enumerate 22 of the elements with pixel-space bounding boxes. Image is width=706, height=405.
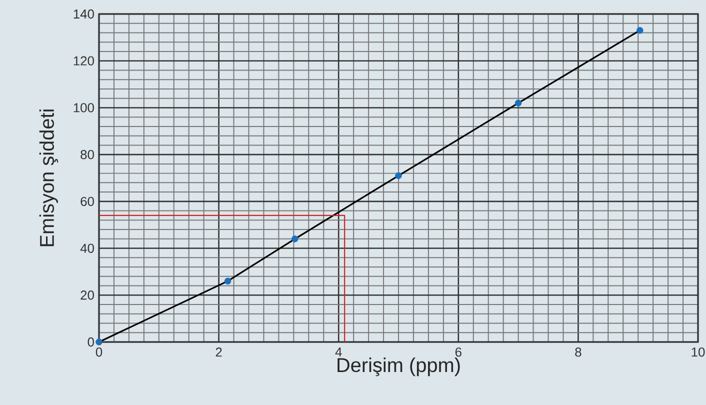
y-tick-label: 120 <box>74 56 94 66</box>
y-tick-label: 20 <box>80 290 94 300</box>
point <box>514 100 522 106</box>
y-tick-label: 100 <box>74 103 94 112</box>
point <box>224 278 232 284</box>
y-axis-title: Emisyon şiddeti <box>39 110 58 246</box>
x-tick-label: 4 <box>335 348 342 356</box>
x-tick-label: 2 <box>216 348 222 357</box>
y-tick-label: 60 <box>80 196 94 206</box>
point <box>395 172 402 180</box>
x-tick-label: 8 <box>575 348 582 357</box>
y-tick-label: 0 <box>88 337 94 347</box>
x-tick-label: 6 <box>455 348 462 357</box>
y-tick-label: 80 <box>80 150 94 160</box>
x-tick-label: 10 <box>692 348 705 357</box>
point <box>291 236 298 242</box>
y-tick-label: 40 <box>80 244 94 253</box>
x-tick-label: 0 <box>96 348 102 357</box>
point <box>636 27 644 34</box>
x-axis-title: Derişim (ppm) <box>338 358 460 376</box>
point <box>96 338 102 346</box>
y-tick-label: 140 <box>74 9 94 19</box>
